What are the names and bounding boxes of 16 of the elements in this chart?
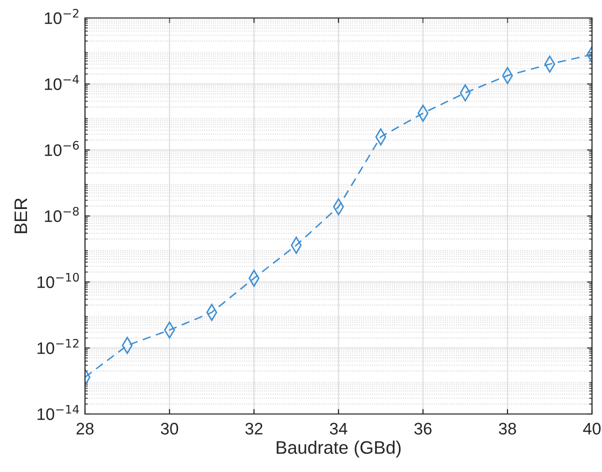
x-axis-title: Baudrate (GBd)	[276, 440, 401, 458]
y-tick-label: 10$^{−14}$	[38, 405, 79, 420]
y-tick-label: 10$^{−8}$	[44, 206, 79, 222]
y-tick-label: 10$^{−6}$	[44, 140, 79, 156]
x-tick-label: 30	[160, 422, 178, 435]
y-axis-title: BER	[14, 198, 28, 234]
y-tick-label: 10$^{−10}$	[38, 272, 79, 288]
y-tick-label: 10$^{−4}$	[44, 75, 79, 90]
x-tick-label: 38	[498, 422, 516, 435]
y-tick-label: 10$^{−2}$	[44, 8, 78, 24]
y-tick-label: 10$^{−12}$	[38, 338, 78, 354]
x-tick-label: 32	[245, 422, 262, 435]
x-tick-label: 28	[76, 422, 94, 435]
x-tick-label: 40	[583, 422, 601, 435]
x-tick-label: 36	[414, 422, 432, 435]
x-tick-label: 34	[330, 422, 348, 435]
